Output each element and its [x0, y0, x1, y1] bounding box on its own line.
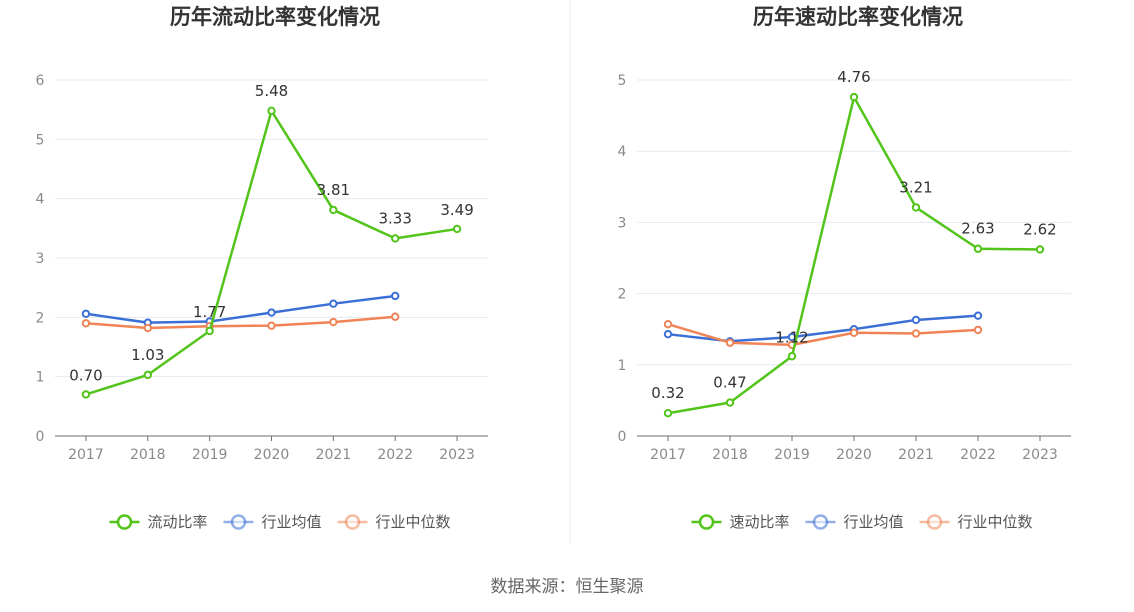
data-point	[725, 338, 735, 347]
data-point	[267, 106, 276, 116]
legend-marker	[230, 514, 247, 530]
data-label: 0.70	[69, 366, 102, 384]
data-label: 2.63	[961, 220, 994, 238]
y-tick-label: 0	[618, 429, 627, 445]
legend-marker	[698, 514, 715, 530]
x-tick-label: 2019	[774, 447, 810, 463]
data-point	[663, 329, 673, 339]
y-tick-label: 1	[618, 358, 627, 374]
legend-label: 行业中位数	[376, 513, 451, 531]
data-label: 5.48	[255, 82, 288, 100]
x-tick-label: 2022	[377, 447, 413, 463]
legend-label: 行业中位数	[958, 513, 1033, 531]
x-tick-label: 2019	[192, 447, 228, 463]
series-line-2	[85, 315, 396, 330]
chart-title: 历年流动比率变化情况	[170, 5, 380, 29]
x-tick-label: 2020	[836, 447, 872, 463]
data-label: 1.03	[131, 346, 164, 364]
data-point	[911, 315, 921, 325]
legend-marker	[116, 514, 133, 530]
y-tick-label: 6	[36, 73, 45, 89]
data-point	[1035, 245, 1045, 254]
data-point	[205, 326, 214, 336]
legend-marker	[344, 514, 361, 530]
x-tick-label: 2022	[960, 447, 996, 463]
y-tick-label: 2	[36, 310, 45, 326]
data-point	[329, 299, 338, 308]
data-label: 3.49	[440, 201, 473, 219]
data-point	[267, 308, 276, 317]
x-tick-label: 2020	[254, 447, 290, 463]
data-point	[911, 329, 921, 338]
data-point	[663, 320, 673, 329]
y-tick-label: 1	[36, 370, 45, 386]
data-point	[391, 291, 400, 301]
x-tick-label: 2023	[439, 447, 475, 463]
x-tick-label: 2017	[650, 447, 686, 463]
legend-marker	[812, 514, 829, 530]
legend-label: 速动比率	[730, 513, 790, 531]
legend-label: 流动比率	[148, 513, 208, 531]
data-point	[391, 312, 400, 321]
data-point	[81, 390, 91, 399]
data-point	[973, 311, 983, 320]
legend-marker	[926, 514, 943, 530]
data-point	[267, 321, 276, 330]
data-point	[849, 92, 859, 102]
x-tick-label: 2021	[316, 447, 352, 463]
data-point	[787, 352, 797, 361]
data-label: 3.33	[379, 209, 412, 227]
data-point	[329, 317, 338, 327]
series-line-0	[667, 95, 1041, 415]
data-label: 0.32	[651, 384, 684, 402]
data-label: 3.81	[317, 181, 350, 199]
y-tick-label: 4	[618, 144, 627, 160]
x-tick-label: 2021	[898, 447, 934, 463]
data-point	[452, 224, 462, 234]
data-label: 4.76	[837, 68, 870, 86]
legend-label: 行业均值	[844, 513, 904, 531]
series-line-1	[85, 294, 396, 324]
data-source-note: 数据来源：恒生聚源	[491, 577, 644, 597]
data-point	[143, 370, 152, 380]
data-point	[973, 325, 983, 335]
data-point	[663, 409, 673, 418]
series-line-2	[667, 323, 979, 347]
data-label: 1.12	[775, 328, 808, 346]
data-point	[973, 244, 983, 253]
data-label: 1.77	[193, 303, 226, 321]
chart-title: 历年速动比率变化情况	[753, 5, 963, 29]
data-point	[81, 309, 91, 318]
data-label: 0.47	[713, 374, 746, 392]
data-point	[143, 323, 152, 333]
data-point	[911, 203, 921, 212]
data-point	[329, 205, 338, 215]
y-tick-label: 3	[618, 215, 627, 231]
y-tick-label: 2	[618, 287, 627, 303]
data-label: 3.21	[899, 178, 932, 196]
data-point	[391, 234, 400, 243]
data-point	[787, 332, 797, 342]
y-tick-label: 5	[618, 73, 627, 89]
x-tick-label: 2018	[712, 447, 748, 463]
data-point	[849, 328, 859, 337]
y-tick-label: 3	[36, 251, 45, 267]
x-tick-label: 2023	[1022, 447, 1058, 463]
y-tick-label: 5	[36, 132, 45, 148]
y-tick-label: 4	[36, 192, 45, 208]
data-label: 2.62	[1023, 220, 1056, 238]
y-tick-label: 0	[36, 429, 45, 445]
x-tick-label: 2018	[130, 447, 166, 463]
data-point	[81, 319, 91, 328]
legend-label: 行业均值	[262, 513, 322, 531]
data-point	[725, 398, 735, 407]
x-tick-label: 2017	[68, 447, 104, 463]
